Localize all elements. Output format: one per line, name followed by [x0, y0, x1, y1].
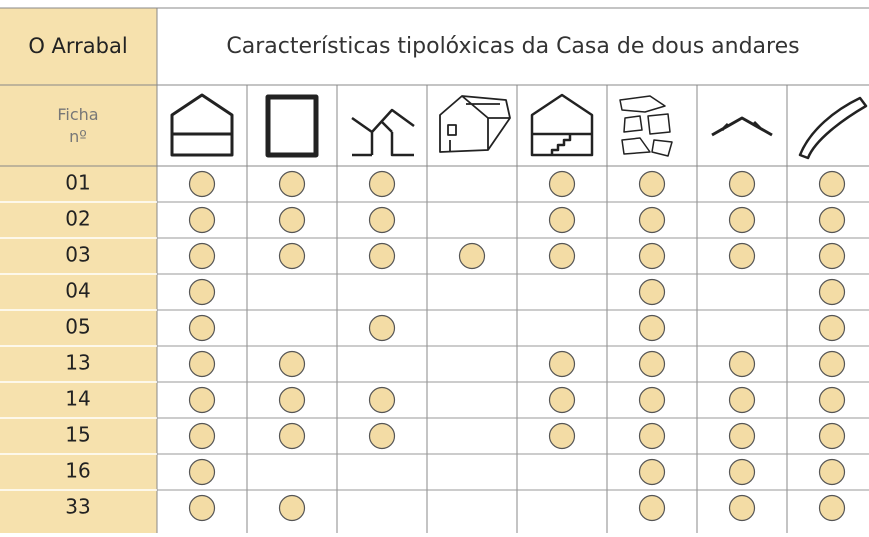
mark-circle [278, 494, 306, 522]
mark-circle [818, 386, 846, 414]
mark-circle [818, 458, 846, 486]
mark-circle [638, 206, 666, 234]
place-label: O Arrabal [28, 34, 127, 58]
mark-circle [278, 350, 306, 378]
ficha-label: Ficha nº [57, 105, 98, 146]
row-id: 13 [65, 351, 90, 375]
mark-circle [458, 242, 486, 270]
mark-circle [818, 350, 846, 378]
mark-circle [548, 422, 576, 450]
mark-circle [368, 386, 396, 414]
mark-circle [188, 242, 216, 270]
mark-circle [548, 242, 576, 270]
mark-circle [728, 386, 756, 414]
mark-circle [278, 170, 306, 198]
mark-circle [278, 206, 306, 234]
mark-circle [368, 422, 396, 450]
mark-circle [368, 206, 396, 234]
mark-circle [818, 494, 846, 522]
mark-circle [548, 350, 576, 378]
row-id: 01 [65, 171, 90, 195]
mark-circle [188, 206, 216, 234]
mark-circle [638, 422, 666, 450]
id-column-bg [0, 8, 157, 533]
row-id: 03 [65, 243, 90, 267]
mark-circle [818, 206, 846, 234]
mark-circle [638, 350, 666, 378]
mark-circle [368, 170, 396, 198]
mark-circle [188, 458, 216, 486]
mark-circle [818, 242, 846, 270]
mark-circle [638, 314, 666, 342]
mark-circle [278, 242, 306, 270]
mark-circle [818, 422, 846, 450]
mark-circle [188, 278, 216, 306]
mark-circle [548, 386, 576, 414]
mark-circle [728, 206, 756, 234]
mark-circle [818, 170, 846, 198]
row-id: 15 [65, 423, 90, 447]
mark-circle [188, 386, 216, 414]
mark-circle [818, 314, 846, 342]
mark-circle [728, 458, 756, 486]
mark-circle [278, 386, 306, 414]
mark-circle [638, 458, 666, 486]
mark-circle [548, 170, 576, 198]
mark-circle [188, 314, 216, 342]
mark-circle [188, 494, 216, 522]
mark-circle [368, 314, 396, 342]
row-id: 02 [65, 207, 90, 231]
mark-circle [638, 386, 666, 414]
title: Características tipolóxicas da Casa de d… [226, 34, 799, 59]
mark-circle [728, 170, 756, 198]
mark-circle [278, 422, 306, 450]
row-id: 14 [65, 387, 90, 411]
mark-circle [728, 350, 756, 378]
mark-circle [548, 206, 576, 234]
row-id: 05 [65, 315, 90, 339]
mark-circle [818, 278, 846, 306]
mark-circle [638, 278, 666, 306]
mark-circle [368, 242, 396, 270]
mark-circle [188, 170, 216, 198]
mark-circle [728, 242, 756, 270]
mark-circle [728, 494, 756, 522]
row-id: 16 [65, 459, 90, 483]
mark-circle [638, 494, 666, 522]
mark-circle [188, 350, 216, 378]
grid [0, 85, 869, 533]
mark-circle [638, 170, 666, 198]
table-body: 01 02 03 04 05 13 14 15 16 33 [65, 170, 846, 522]
row-id: 33 [65, 495, 90, 519]
mark-circle [728, 422, 756, 450]
mark-circle [188, 422, 216, 450]
icons [170, 93, 868, 160]
row-id: 04 [65, 279, 90, 303]
mark-circle [638, 242, 666, 270]
